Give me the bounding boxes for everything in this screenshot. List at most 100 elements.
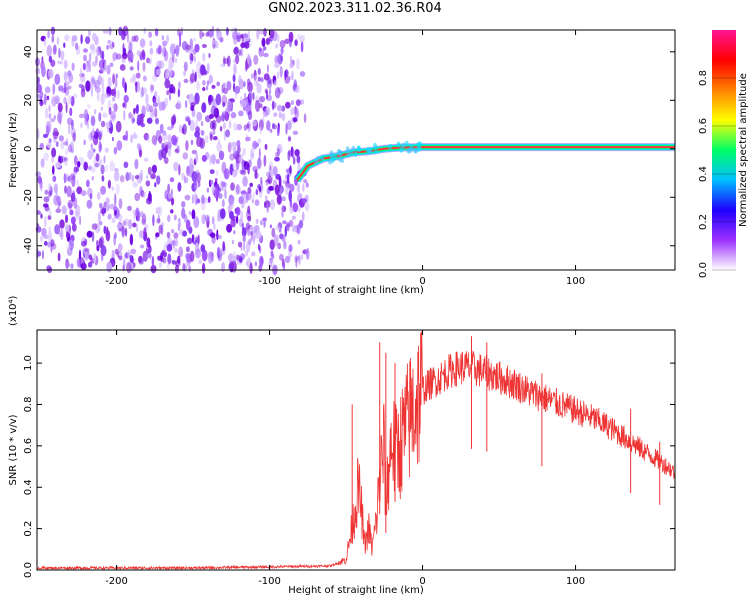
noise-speck xyxy=(98,159,103,167)
noise-speck xyxy=(221,181,226,188)
noise-speck xyxy=(174,58,178,64)
noise-speck xyxy=(254,142,259,148)
noise-speck xyxy=(296,58,300,70)
noise-speck xyxy=(95,55,98,64)
noise-speck xyxy=(170,209,174,214)
noise-speck xyxy=(49,209,52,217)
noise-speck xyxy=(191,194,195,205)
noise-speck xyxy=(131,174,135,182)
noise-speck xyxy=(210,252,215,262)
noise-speck xyxy=(254,199,260,206)
noise-speck xyxy=(284,70,287,80)
noise-speck xyxy=(167,183,171,194)
noise-speck xyxy=(37,251,42,257)
noise-speck xyxy=(274,55,279,65)
noise-speck xyxy=(193,37,196,42)
noise-speck xyxy=(185,117,190,122)
noise-speck xyxy=(240,210,244,222)
noise-speck xyxy=(66,117,73,126)
noise-speck xyxy=(155,232,160,238)
noise-speck xyxy=(150,83,154,94)
noise-speck xyxy=(154,28,159,37)
noise-speck xyxy=(190,139,194,146)
noise-speck xyxy=(68,123,71,135)
noise-speck xyxy=(194,71,197,83)
noise-speck xyxy=(46,95,50,101)
noise-speck xyxy=(73,155,78,166)
noise-speck xyxy=(254,261,258,267)
noise-speck xyxy=(135,72,141,79)
noise-speck xyxy=(99,236,105,248)
noise-speck xyxy=(160,252,163,263)
noise-speck xyxy=(296,155,301,164)
noise-speck xyxy=(258,30,264,35)
noise-speck xyxy=(178,247,182,253)
noise-speck xyxy=(58,155,64,164)
noise-speck xyxy=(115,183,120,195)
noise-speck xyxy=(287,136,292,141)
noise-speck xyxy=(289,55,293,67)
noise-speck xyxy=(281,196,286,202)
noise-speck xyxy=(75,204,81,217)
noise-speck xyxy=(58,47,61,59)
noise-speck xyxy=(234,85,241,94)
noise-speck xyxy=(235,185,241,195)
noise-speck xyxy=(44,86,51,94)
trace-blob xyxy=(396,141,401,148)
noise-speck xyxy=(89,193,93,200)
noise-speck xyxy=(146,57,150,64)
noise-speck xyxy=(109,62,114,67)
noise-speck xyxy=(283,261,286,271)
noise-speck xyxy=(136,80,140,93)
noise-speck xyxy=(201,44,207,48)
noise-speck xyxy=(182,152,189,160)
colorbar-tick-label: 0.8 xyxy=(698,70,709,86)
noise-speck xyxy=(106,44,109,50)
snr-frame xyxy=(36,329,676,571)
noise-speck xyxy=(47,183,52,192)
noise-speck xyxy=(130,248,137,255)
noise-speck xyxy=(249,38,252,48)
trace-blob xyxy=(404,140,409,147)
trace-blob xyxy=(414,147,419,154)
noise-speck xyxy=(270,168,274,178)
noise-speck xyxy=(175,45,180,57)
noise-speck xyxy=(66,85,72,90)
noise-speck xyxy=(158,135,163,144)
noise-speck xyxy=(106,28,110,34)
noise-speck xyxy=(122,43,125,52)
noise-speck xyxy=(43,234,49,240)
snr-line xyxy=(36,331,676,571)
noise-speck xyxy=(218,138,220,145)
noise-speck xyxy=(47,241,51,248)
noise-speck xyxy=(86,230,93,238)
noise-speck xyxy=(183,78,189,84)
noise-speck xyxy=(168,192,172,199)
noise-speck xyxy=(161,250,165,263)
noise-speck xyxy=(266,171,270,177)
noise-speck xyxy=(281,203,285,214)
noise-speck xyxy=(222,87,229,95)
noise-speck xyxy=(162,40,168,47)
noise-speck xyxy=(292,202,299,213)
noise-speck xyxy=(114,209,117,216)
noise-speck xyxy=(243,124,248,131)
noise-speck xyxy=(190,45,194,53)
noise-speck xyxy=(219,36,224,43)
noise-speck xyxy=(133,131,136,137)
noise-speck xyxy=(200,64,206,75)
y-tick-label: 40 xyxy=(23,45,34,58)
noise-speck xyxy=(237,241,243,248)
noise-speck xyxy=(259,126,262,134)
noise-speck xyxy=(230,182,235,191)
noise-speck xyxy=(210,105,217,117)
noise-speck xyxy=(166,90,170,96)
noise-speck xyxy=(52,127,59,140)
noise-speck xyxy=(226,223,233,233)
noise-speck xyxy=(76,179,79,187)
noise-speck xyxy=(128,39,133,50)
noise-speck xyxy=(171,240,176,246)
noise-speck xyxy=(146,117,153,124)
noise-speck xyxy=(246,78,251,86)
noise-speck xyxy=(64,214,69,224)
